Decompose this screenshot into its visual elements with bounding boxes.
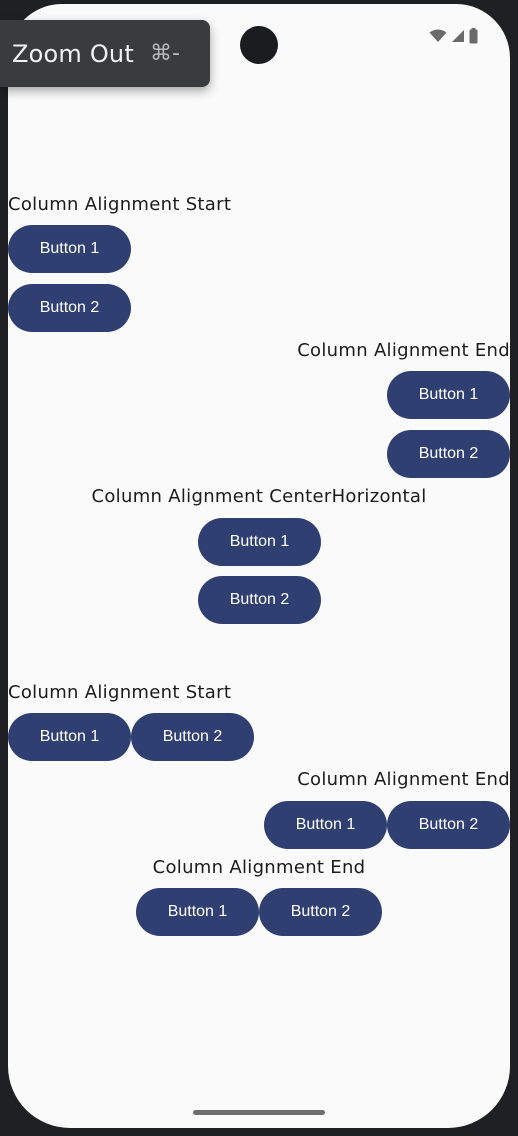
status-bar-icons (429, 28, 478, 44)
zoom-out-shortcut: ⌘- (149, 41, 180, 66)
column-center-button-1[interactable]: Button 1 (198, 518, 321, 566)
row-center-button-2[interactable]: Button 2 (259, 888, 382, 936)
column-start-button-2[interactable]: Button 2 (8, 284, 131, 332)
section-label-column-end: Column Alignment End (297, 340, 510, 361)
row-start-button-1[interactable]: Button 1 (8, 713, 131, 761)
column-end-button-2[interactable]: Button 2 (387, 430, 510, 478)
battery-icon (469, 28, 478, 44)
camera-cutout (240, 26, 278, 64)
phone-screen: Column Alignment Start Button 1 Button 2… (8, 4, 510, 1128)
zoom-out-tooltip: Zoom Out ⌘- (0, 20, 210, 87)
section-label-row-end: Column Alignment End (297, 769, 510, 790)
column-center-button-2[interactable]: Button 2 (198, 576, 321, 624)
zoom-out-label: Zoom Out (12, 39, 134, 68)
row-center-button-1[interactable]: Button 1 (136, 888, 259, 936)
row-end-button-2[interactable]: Button 2 (387, 801, 510, 849)
signal-icon (452, 30, 464, 42)
section-label-row-start: Column Alignment Start (8, 682, 232, 703)
row-end-button-1[interactable]: Button 1 (264, 801, 387, 849)
section-label-column-center: Column Alignment CenterHorizontal (91, 486, 427, 507)
row-start-button-2[interactable]: Button 2 (131, 713, 254, 761)
wifi-icon (429, 29, 447, 42)
section-label-row-center: Column Alignment End (152, 857, 366, 878)
column-start-button-1[interactable]: Button 1 (8, 225, 131, 273)
gesture-nav-handle[interactable] (193, 1110, 325, 1115)
section-label-column-start: Column Alignment Start (8, 194, 232, 215)
column-end-button-1[interactable]: Button 1 (387, 371, 510, 419)
